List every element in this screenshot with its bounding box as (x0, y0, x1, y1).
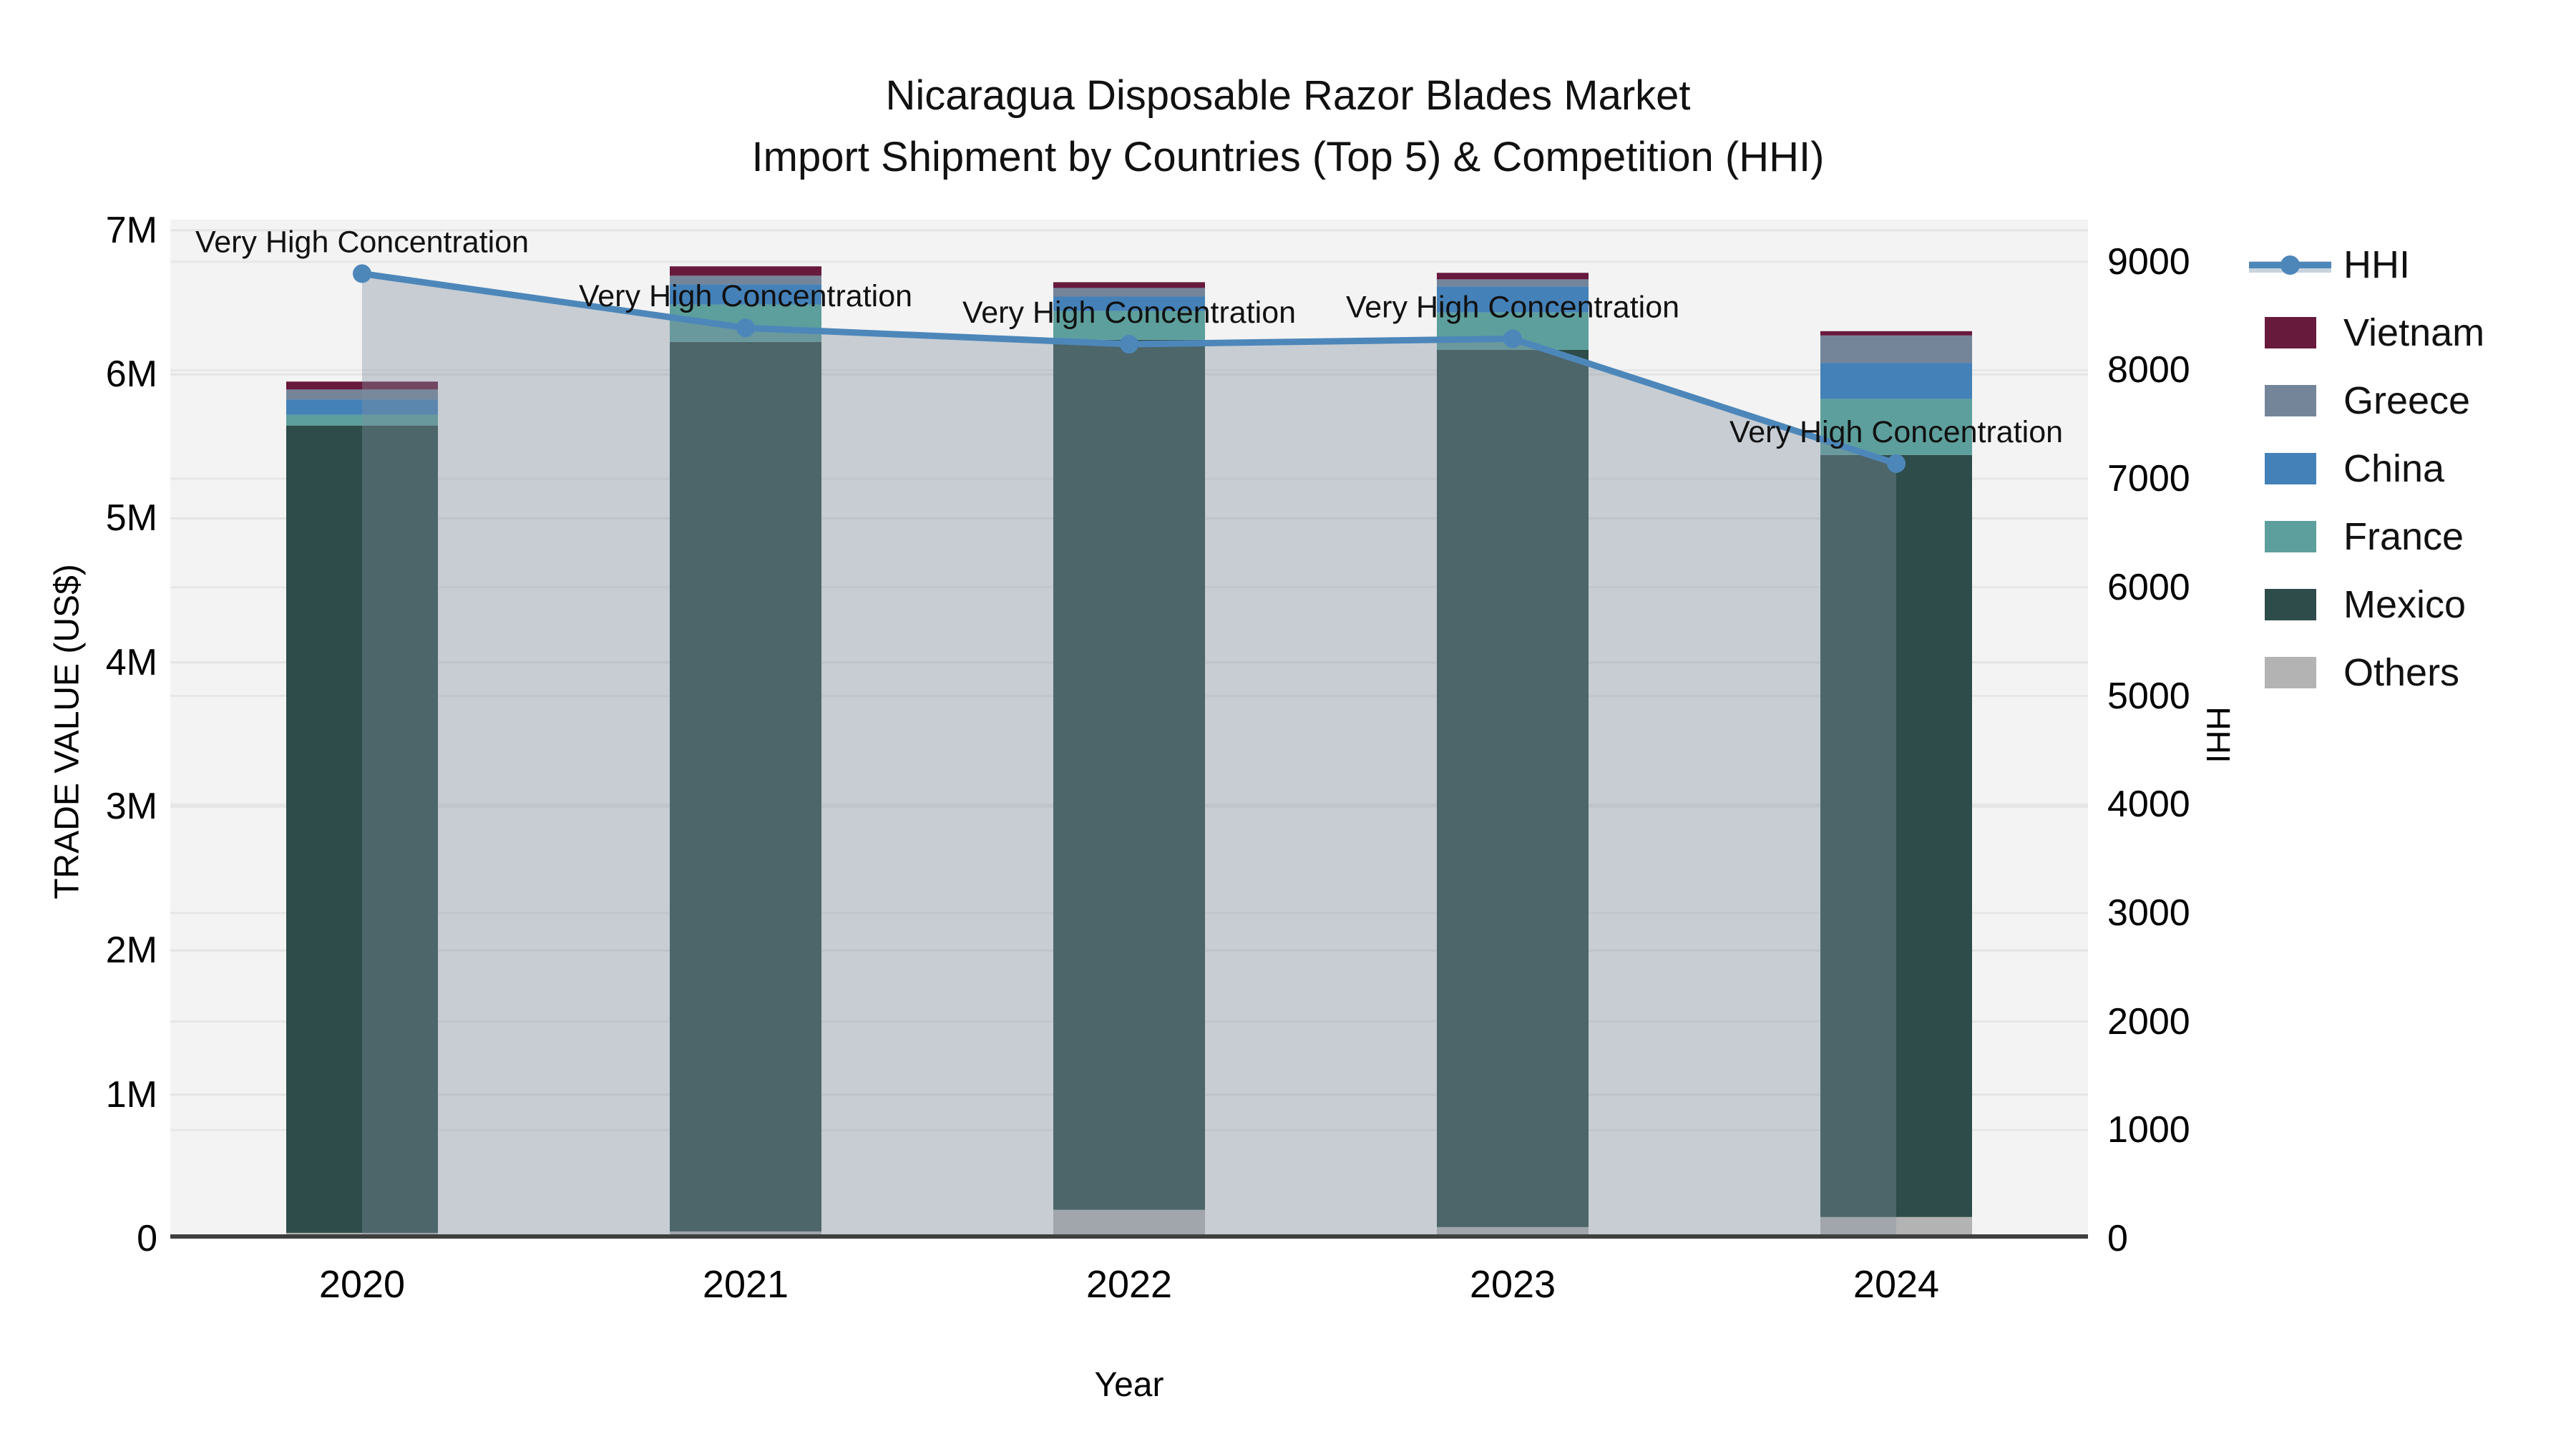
bar-segment-greece-2020[interactable] (286, 389, 438, 400)
annotation-very-high-concentration-2021: Very High Concentration (579, 279, 912, 313)
left-tick-5M: 5M (105, 497, 157, 540)
bar-segment-vietnam-2020[interactable] (286, 381, 438, 390)
legend-item-hhi[interactable]: HHI (2249, 230, 2484, 298)
legend-swatch-icon (2265, 316, 2316, 348)
legend-item-china[interactable]: China (2265, 434, 2484, 502)
hhi-line-icon (2249, 249, 2331, 280)
right-tick-6000: 6000 (2107, 566, 2190, 608)
bar-segment-vietnam-2024[interactable] (1820, 331, 1972, 336)
legend-item-others[interactable]: Others (2265, 638, 2484, 706)
chart-canvas[interactable]: Very High Concentration Very High Concent… (170, 220, 2088, 1239)
bar-segment-mexico-2020[interactable] (286, 425, 438, 1233)
legend-swatch-icon (2265, 384, 2316, 416)
legend-item-france[interactable]: France (2265, 502, 2484, 570)
chart-title-line1: Nicaragua Disposable Razor Blades Market (885, 72, 1691, 119)
x-tick-2023: 2023 (1469, 1263, 1556, 1306)
right-tick-0: 0 (2107, 1218, 2128, 1259)
annotation-very-high-concentration-2023: Very High Concentration (1346, 290, 1679, 324)
left-tick-2M: 2M (105, 930, 157, 972)
bar-segment-vietnam-2022[interactable] (1053, 282, 1205, 288)
legend-label: China (2343, 447, 2445, 490)
legend-item-mexico[interactable]: Mexico (2265, 570, 2484, 638)
left-tick-0: 0 (137, 1218, 157, 1259)
bar-segment-others-2022[interactable] (1053, 1209, 1205, 1239)
legend-item-greece[interactable]: Greece (2265, 366, 2484, 434)
hhi-marker-2024[interactable] (1887, 454, 1906, 473)
right-tick-8000: 8000 (2107, 349, 2190, 391)
legend-label: Vietnam (2343, 311, 2485, 354)
x-axis-title: Year (1094, 1366, 1164, 1404)
bar-segment-vietnam-2021[interactable] (670, 266, 821, 276)
plot-area[interactable]: Very High Concentration Very High Concent… (170, 220, 2088, 1239)
legend-swatch-icon (2265, 588, 2316, 620)
left-tick-3M: 3M (105, 786, 157, 828)
bar-segment-china-2020[interactable] (286, 399, 438, 415)
left-tick-7M: 7M (105, 209, 157, 251)
right-axis-title: HHI (2200, 706, 2237, 763)
annotation-very-high-concentration-2024: Very High Concentration (1729, 415, 2063, 449)
bar-segment-mexico-2023[interactable] (1437, 349, 1589, 1227)
chart-title-line2: Import Shipment by Countries (Top 5) & C… (751, 134, 1825, 180)
legend-item-vietnam[interactable]: Vietnam (2265, 298, 2484, 366)
left-tick-1M: 1M (105, 1073, 157, 1116)
legend-label: Mexico (2343, 582, 2467, 626)
right-tick-7000: 7000 (2107, 458, 2190, 500)
bar-segment-greece-2023[interactable] (1437, 279, 1589, 287)
legend-label: Greece (2343, 379, 2471, 422)
bar-segment-greece-2022[interactable] (1053, 288, 1205, 297)
legend-label: HHI (2343, 243, 2410, 286)
left-tick-6M: 6M (105, 353, 157, 396)
bar-segment-greece-2024[interactable] (1820, 335, 1972, 364)
bar-segment-china-2022[interactable] (1053, 296, 1205, 311)
legend-label: Others (2343, 650, 2460, 694)
right-tick-3000: 3000 (2107, 892, 2190, 934)
legend-swatch-icon (2265, 520, 2316, 552)
x-tick-2020: 2020 (318, 1263, 406, 1306)
hhi-marker-2020[interactable] (353, 264, 371, 283)
legend-swatch-icon (2265, 452, 2316, 484)
annotation-very-high-concentration-2022: Very High Concentration (962, 296, 1296, 330)
annotation-very-high-concentration-2020: Very High Concentration (195, 225, 529, 259)
legend-label: France (2343, 514, 2464, 558)
bar-segment-mexico-2024[interactable] (1820, 454, 1972, 1217)
bar-segment-greece-2021[interactable] (670, 275, 821, 285)
legend-swatch-icon (2265, 656, 2316, 688)
right-tick-2000: 2000 (2107, 1000, 2190, 1043)
right-tick-4000: 4000 (2107, 784, 2190, 826)
legend: HHI Vietnam Greece China France Mexico Others (2249, 230, 2484, 706)
hhi-marker-2023[interactable] (1503, 329, 1522, 348)
bar-segment-china-2021[interactable] (670, 284, 821, 305)
bar-segment-france-2020[interactable] (286, 414, 438, 426)
left-axis-title: TRADE VALUE (US$) (48, 564, 87, 899)
bar-segment-china-2024[interactable] (1820, 363, 1972, 399)
bar-segment-mexico-2021[interactable] (670, 341, 821, 1231)
x-tick-2024: 2024 (1853, 1263, 1940, 1306)
hhi-area-fill (362, 273, 1896, 1239)
x-tick-2021: 2021 (702, 1263, 789, 1306)
left-tick-4M: 4M (105, 641, 157, 683)
bar-segment-vietnam-2023[interactable] (1437, 273, 1589, 280)
bar-segment-mexico-2022[interactable] (1053, 339, 1205, 1210)
right-tick-1000: 1000 (2107, 1109, 2190, 1151)
right-tick-5000: 5000 (2107, 675, 2190, 717)
hhi-marker-2021[interactable] (736, 318, 755, 338)
bar-segment-china-2023[interactable] (1437, 286, 1589, 313)
right-tick-9000: 9000 (2107, 240, 2190, 283)
hhi-marker-2022[interactable] (1120, 334, 1138, 353)
x-tick-2022: 2022 (1085, 1263, 1173, 1306)
